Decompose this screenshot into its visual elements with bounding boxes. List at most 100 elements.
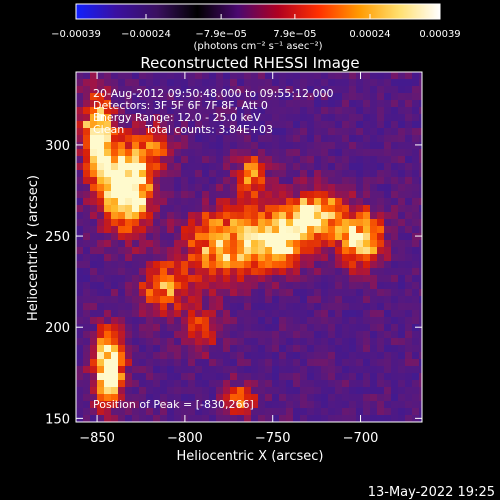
heatmap-pixel (181, 261, 188, 268)
heatmap-pixel (76, 268, 83, 275)
heatmap-pixel (328, 394, 335, 401)
heatmap-pixel (209, 352, 216, 359)
heatmap-pixel (167, 338, 174, 345)
heatmap-pixel (384, 345, 391, 352)
heatmap-pixel (132, 156, 139, 163)
heatmap-pixel (97, 331, 104, 338)
heatmap-pixel (335, 394, 342, 401)
heatmap-pixel (139, 317, 146, 324)
heatmap-pixel (223, 324, 230, 331)
heatmap-pixel (195, 79, 202, 86)
y-tick-label: 250 (45, 230, 70, 245)
heatmap-pixel (384, 254, 391, 261)
heatmap-pixel (272, 394, 279, 401)
heatmap-pixel (321, 345, 328, 352)
heatmap-pixel (153, 408, 160, 415)
heatmap-pixel (419, 240, 422, 247)
heatmap-pixel (90, 310, 97, 317)
heatmap-pixel (195, 317, 202, 324)
heatmap-pixel (258, 338, 265, 345)
heatmap-pixel (139, 394, 146, 401)
heatmap-pixel (258, 352, 265, 359)
heatmap-pixel (125, 156, 132, 163)
heatmap-pixel (83, 135, 90, 142)
heatmap-pixel (356, 387, 363, 394)
heatmap-pixel (251, 219, 258, 226)
heatmap-pixel (146, 170, 153, 177)
heatmap-pixel (398, 254, 405, 261)
heatmap-pixel (174, 72, 181, 79)
heatmap-pixel (118, 233, 125, 240)
heatmap-pixel (286, 310, 293, 317)
heatmap-pixel (356, 373, 363, 380)
peak-position-label: Position of Peak = [-830,266] (93, 398, 254, 411)
heatmap-pixel (160, 219, 167, 226)
heatmap-pixel (97, 415, 104, 422)
heatmap-pixel (377, 205, 384, 212)
heatmap-pixel (272, 212, 279, 219)
heatmap-pixel (265, 275, 272, 282)
heatmap-pixel (391, 128, 398, 135)
heatmap-pixel (279, 170, 286, 177)
heatmap-pixel (370, 198, 377, 205)
heatmap-pixel (342, 226, 349, 233)
heatmap-pixel (223, 121, 230, 128)
heatmap-pixel (90, 366, 97, 373)
heatmap-pixel (314, 128, 321, 135)
heatmap-pixel (174, 233, 181, 240)
heatmap-pixel (90, 401, 97, 408)
heatmap-pixel (272, 317, 279, 324)
heatmap-pixel (391, 380, 398, 387)
heatmap-pixel (405, 114, 412, 121)
heatmap-pixel (286, 163, 293, 170)
heatmap-pixel (188, 366, 195, 373)
heatmap-pixel (118, 156, 125, 163)
heatmap-pixel (377, 317, 384, 324)
heatmap-pixel (97, 72, 104, 79)
heatmap-pixel (356, 275, 363, 282)
heatmap-pixel (209, 387, 216, 394)
heatmap-pixel (223, 415, 230, 422)
heatmap-pixel (384, 331, 391, 338)
heatmap-pixel (300, 345, 307, 352)
heatmap-pixel (202, 177, 209, 184)
heatmap-pixel (181, 387, 188, 394)
heatmap-pixel (181, 107, 188, 114)
heatmap-pixel (132, 100, 139, 107)
heatmap-pixel (321, 387, 328, 394)
heatmap-pixel (139, 289, 146, 296)
heatmap-pixel (90, 268, 97, 275)
heatmap-pixel (118, 247, 125, 254)
heatmap-pixel (384, 100, 391, 107)
heatmap-pixel (118, 254, 125, 261)
heatmap-pixel (216, 408, 223, 415)
heatmap-pixel (356, 296, 363, 303)
heatmap-pixel (300, 359, 307, 366)
heatmap-pixel (160, 184, 167, 191)
heatmap-pixel (111, 149, 118, 156)
heatmap-pixel (370, 394, 377, 401)
heatmap-pixel (132, 177, 139, 184)
heatmap-pixel (307, 338, 314, 345)
heatmap-pixel (272, 184, 279, 191)
heatmap-pixel (412, 128, 419, 135)
heatmap-pixel (209, 149, 216, 156)
heatmap-pixel (265, 373, 272, 380)
heatmap-pixel (174, 184, 181, 191)
heatmap-pixel (209, 394, 216, 401)
heatmap-pixel (321, 156, 328, 163)
heatmap-pixel (370, 170, 377, 177)
heatmap-pixel (258, 254, 265, 261)
heatmap-pixel (97, 107, 104, 114)
heatmap-pixel (97, 310, 104, 317)
heatmap-pixel (251, 261, 258, 268)
heatmap-pixel (398, 401, 405, 408)
heatmap-pixel (167, 408, 174, 415)
heatmap-pixel (272, 401, 279, 408)
heatmap-pixel (244, 387, 251, 394)
heatmap-pixel (314, 359, 321, 366)
heatmap-pixel (174, 142, 181, 149)
heatmap-pixel (356, 268, 363, 275)
heatmap-pixel (237, 72, 244, 79)
heatmap-pixel (377, 338, 384, 345)
